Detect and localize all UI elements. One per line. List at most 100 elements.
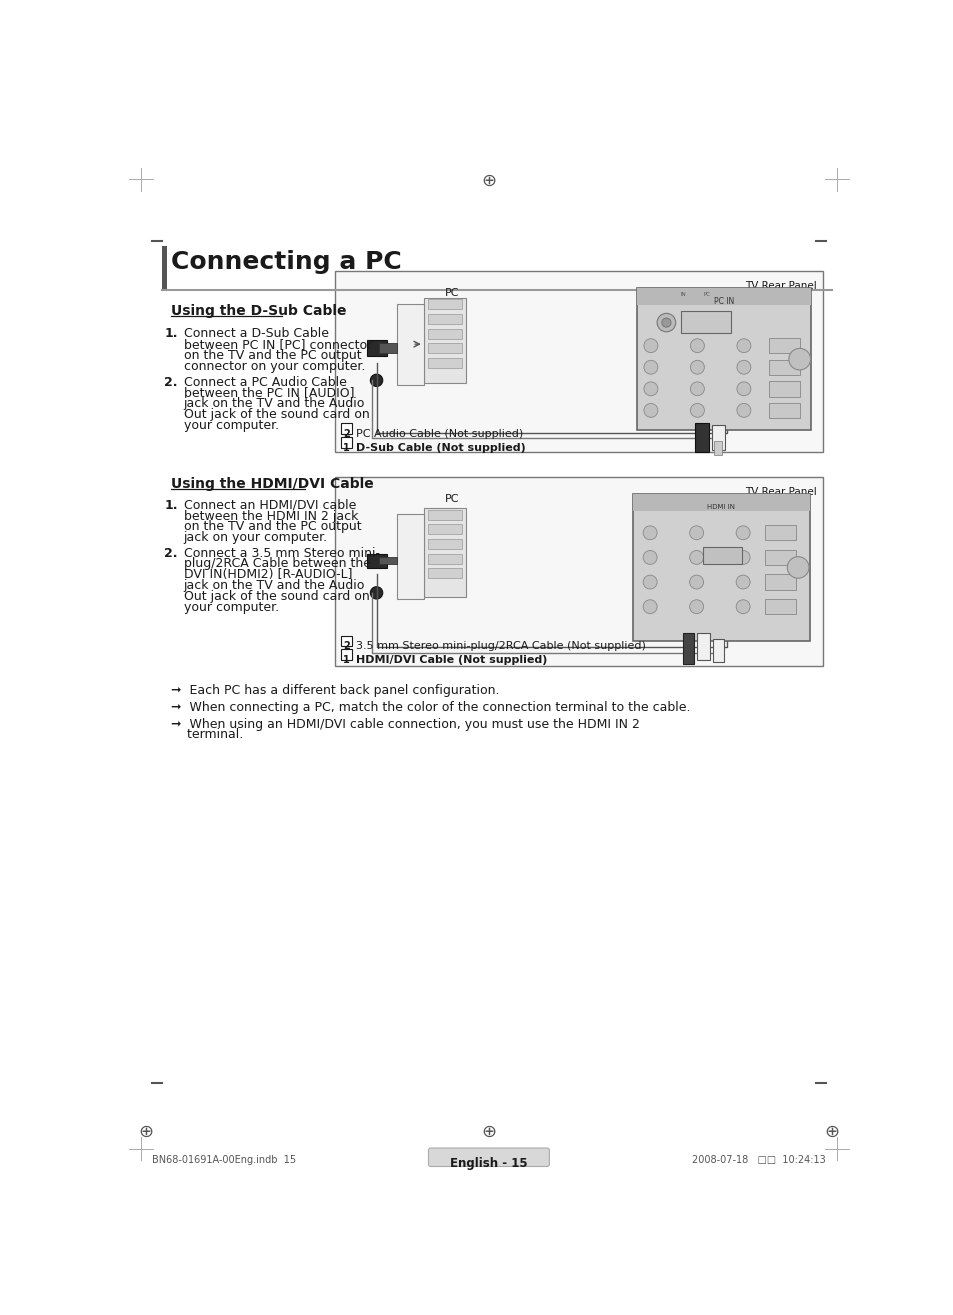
Text: jack on the TV and the Audio: jack on the TV and the Audio [183,579,365,592]
Text: 1.: 1. [164,327,177,341]
Bar [335,477,822,665]
Text: ➞  Each PC has a different back panel configuration.: ➞ Each PC has a different back panel con… [171,684,499,697]
Text: TV Rear Panel: TV Rear Panel [744,488,816,497]
Text: Out jack of the sound card on: Out jack of the sound card on [183,589,369,602]
Text: Out jack of the sound card on: Out jack of the sound card on [183,408,369,421]
Text: ⊕: ⊕ [823,1123,839,1141]
Text: Connect a 3.5 mm Stereo mini-: Connect a 3.5 mm Stereo mini- [183,547,379,560]
Text: HDMI/DVI Cable (Not supplied): HDMI/DVI Cable (Not supplied) [355,655,546,665]
Circle shape [690,381,703,396]
Text: 2.: 2. [164,547,177,560]
Bar [427,300,461,309]
FancyBboxPatch shape [340,423,352,434]
Circle shape [689,575,703,589]
Text: PC: PC [445,288,459,299]
Circle shape [690,404,703,417]
Bar [711,425,723,450]
Text: on the TV and the PC output: on the TV and the PC output [183,521,361,534]
Circle shape [786,556,808,579]
Bar [702,547,740,564]
Text: on the TV and the PC output: on the TV and the PC output [183,348,361,362]
Bar [637,288,810,430]
Circle shape [736,600,749,614]
FancyBboxPatch shape [340,650,352,660]
Text: D-Sub Cable (Not supplied): D-Sub Cable (Not supplied) [355,443,525,452]
Bar [637,288,810,305]
Bar [427,525,461,534]
Bar [427,568,461,579]
Bar [427,329,461,339]
Text: Connect an HDMI/DVI cable: Connect an HDMI/DVI cable [183,498,355,512]
Circle shape [736,575,749,589]
Circle shape [736,339,750,352]
Text: IN: IN [679,292,685,297]
Circle shape [642,551,657,564]
FancyBboxPatch shape [428,1148,549,1166]
Circle shape [643,339,658,352]
Circle shape [736,526,749,539]
Bar [378,556,396,564]
Text: ⊕: ⊕ [138,1123,153,1141]
Bar [378,343,396,352]
Bar [695,422,708,452]
Circle shape [642,526,657,539]
Bar [162,246,167,291]
Text: 2.: 2. [164,376,177,389]
Bar [427,539,461,548]
Circle shape [788,348,810,370]
Bar [367,555,387,568]
Bar [427,343,461,354]
Bar [396,304,423,385]
Text: jack on the TV and the Audio: jack on the TV and the Audio [183,397,365,410]
Bar [633,494,809,512]
Bar [427,554,461,564]
Bar [633,494,809,640]
FancyBboxPatch shape [680,312,731,333]
Text: your computer.: your computer. [183,419,278,431]
Bar [682,633,694,664]
FancyBboxPatch shape [340,437,352,447]
Text: ➞  When using an HDMI/DVI cable connection, you must use the HDMI IN 2: ➞ When using an HDMI/DVI cable connectio… [171,718,639,731]
Bar [768,381,799,397]
Bar [423,299,466,383]
Bar [768,359,799,375]
Text: 1: 1 [342,655,350,665]
Circle shape [736,404,750,417]
Text: PC Audio Cable (Not supplied): PC Audio Cable (Not supplied) [355,429,522,439]
Circle shape [736,381,750,396]
Bar [423,508,466,597]
Text: 3.5 mm Stereo mini-plug/2RCA Cable (Not supplied): 3.5 mm Stereo mini-plug/2RCA Cable (Not … [355,642,645,651]
Circle shape [689,526,703,539]
Circle shape [689,551,703,564]
Circle shape [657,313,675,331]
Text: Connect a D-Sub Cable: Connect a D-Sub Cable [183,327,328,341]
Text: ⊕: ⊕ [481,172,496,189]
Text: Using the HDMI/DVI Cable: Using the HDMI/DVI Cable [171,477,374,492]
Text: Connecting a PC: Connecting a PC [171,250,401,275]
Text: ⊕: ⊕ [481,1123,496,1141]
Text: PC: PC [445,494,459,504]
Text: your computer.: your computer. [183,601,278,614]
Text: HDMI IN: HDMI IN [707,504,735,509]
Text: PC: PC [702,292,709,297]
Text: 2008-07-18   □□  10:24:13: 2008-07-18 □□ 10:24:13 [692,1155,825,1165]
Text: 1.: 1. [164,498,177,512]
Bar [768,402,799,418]
Text: TV Rear Panel: TV Rear Panel [744,281,816,291]
Bar [764,600,795,614]
Circle shape [643,404,658,417]
Bar [764,550,795,565]
Text: terminal.: terminal. [171,729,243,742]
Circle shape [370,586,382,600]
Bar [427,510,461,519]
FancyBboxPatch shape [340,635,352,647]
Text: between the HDMI IN 2 jack: between the HDMI IN 2 jack [183,510,357,522]
Circle shape [643,381,658,396]
Circle shape [643,360,658,375]
Bar [697,633,709,660]
Text: 1: 1 [342,443,350,452]
Text: PC IN: PC IN [713,297,734,306]
Text: Using the D-Sub Cable: Using the D-Sub Cable [171,304,346,318]
Bar [427,314,461,323]
Bar [714,441,721,455]
